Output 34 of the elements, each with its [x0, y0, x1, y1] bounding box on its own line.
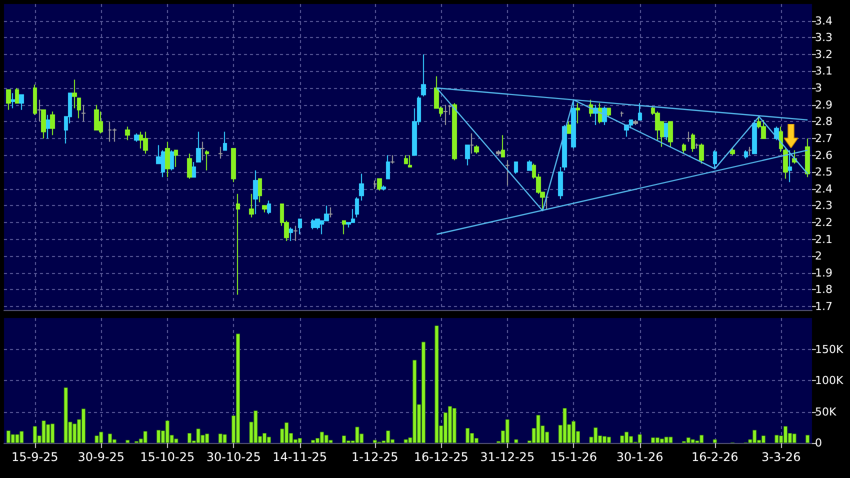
y-tick-label: 2.8	[815, 115, 832, 128]
y-tick-label: 2.7	[815, 132, 832, 145]
x-tick-label: 15-9-25	[11, 450, 58, 464]
y-tick-label: 2	[815, 250, 822, 263]
x-tick-label: 30-1-26	[616, 450, 664, 464]
x-tick-label: 14-11-25	[272, 450, 328, 464]
y-tick-label: 1.8	[815, 283, 832, 296]
y-tick-label: 0	[815, 436, 822, 450]
y-tick-label: 3.2	[815, 48, 832, 61]
x-tick-label: 1-12-25	[351, 450, 398, 464]
x-tick-label: 15-1-26	[550, 450, 597, 464]
x-tick-label: 30-10-25	[206, 450, 261, 464]
x-tick-label: 3-3-26	[761, 450, 801, 464]
y-tick-label: 100K	[815, 374, 844, 387]
y-tick-label: 2.2	[815, 216, 832, 229]
y-tick-label: 2.5	[815, 166, 832, 179]
x-tick-label: 15-10-25	[140, 450, 195, 464]
y-tick-label: 1.9	[815, 266, 832, 280]
x-tick-label: 30-9-25	[78, 450, 125, 464]
y-tick-label: 3.4	[815, 14, 832, 28]
y-tick-label: 2.9	[815, 98, 832, 112]
y-tick-label: 50K	[815, 405, 837, 418]
y-tick-label: 2.1	[815, 232, 832, 246]
y-tick-label: 2.3	[815, 199, 832, 212]
y-tick-label: 150K	[815, 342, 844, 356]
x-tick-label: 16-2-26	[691, 450, 738, 464]
y-tick-label: 1.7	[815, 300, 832, 313]
x-tick-label: 16-12-25	[414, 450, 468, 464]
y-tick-label: 3.3	[815, 31, 832, 44]
y-tick-label: 2.6	[815, 148, 832, 162]
y-tick-label: 3	[815, 82, 822, 95]
y-tick-label: 2.4	[815, 182, 832, 196]
y-tick-label: 3.1	[815, 64, 832, 78]
x-tick-label: 31-12-25	[480, 450, 535, 464]
